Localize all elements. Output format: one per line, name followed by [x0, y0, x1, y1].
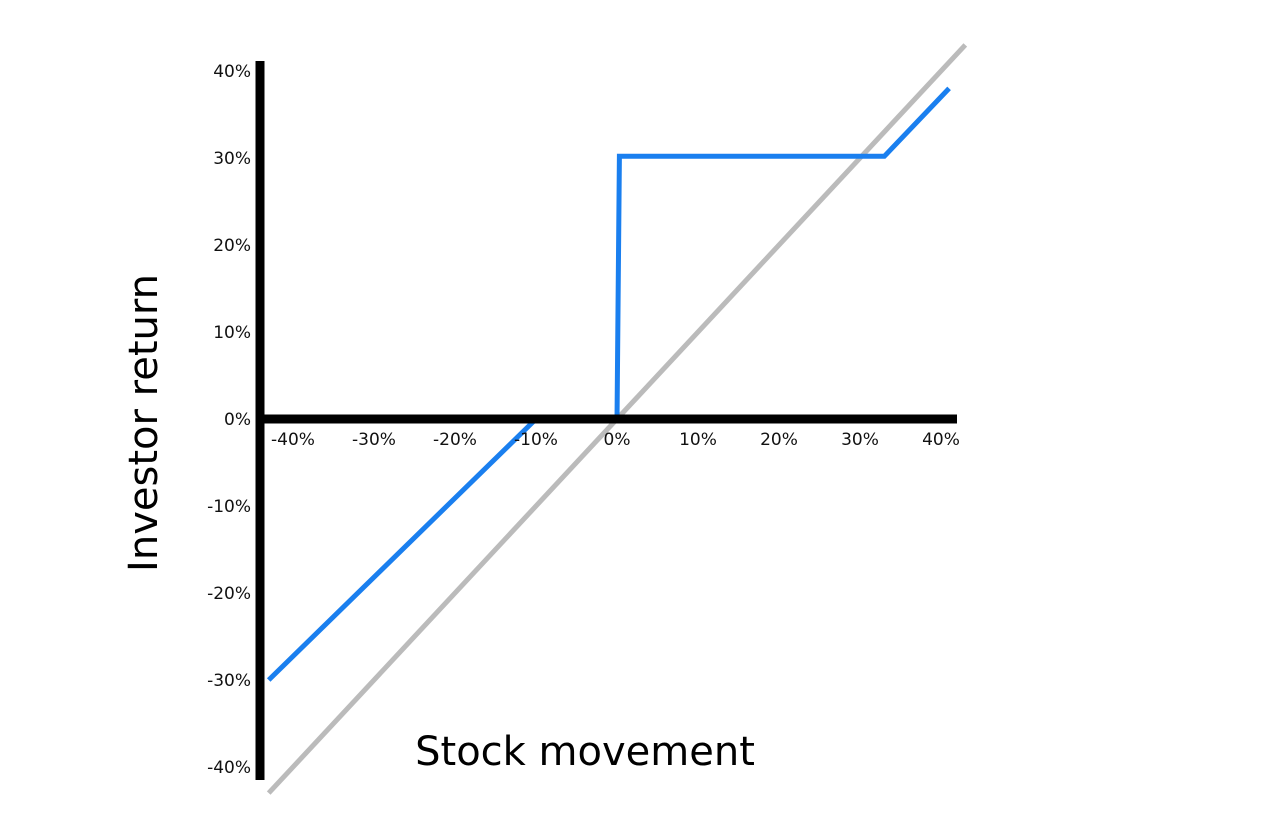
- axes-layer: [255, 61, 957, 780]
- y-axis-title: Investor return: [121, 274, 167, 572]
- tick-labels: -40% -30% -20% -10% 0% 10% 20% 30% 40% 40% 30% 20% 1…: [207, 62, 960, 778]
- x-tick-label: -10%: [514, 430, 558, 450]
- y-tick-label: 10%: [213, 323, 251, 343]
- y-tick-label: -30%: [207, 671, 251, 691]
- y-tick-label: 20%: [213, 236, 251, 256]
- y-tick-label: -40%: [207, 758, 251, 778]
- payoff-line: [266, 86, 951, 682]
- x-tick-label: 30%: [841, 430, 879, 450]
- y-tick-label: 30%: [213, 149, 251, 169]
- y-tick-label: 40%: [213, 62, 251, 82]
- x-tick-label: 0%: [604, 430, 631, 450]
- y-tick-label: 0%: [224, 410, 251, 430]
- x-tick-label: 40%: [922, 430, 960, 450]
- y-tick-label: -20%: [207, 584, 251, 604]
- y-tick-label: -10%: [207, 497, 251, 517]
- x-tick-label: 20%: [760, 430, 798, 450]
- x-tick-label: -30%: [352, 430, 396, 450]
- x-axis-title: Stock movement: [415, 729, 755, 775]
- x-tick-label: 10%: [679, 430, 717, 450]
- x-tick-label: -40%: [271, 430, 315, 450]
- x-tick-label: -20%: [433, 430, 477, 450]
